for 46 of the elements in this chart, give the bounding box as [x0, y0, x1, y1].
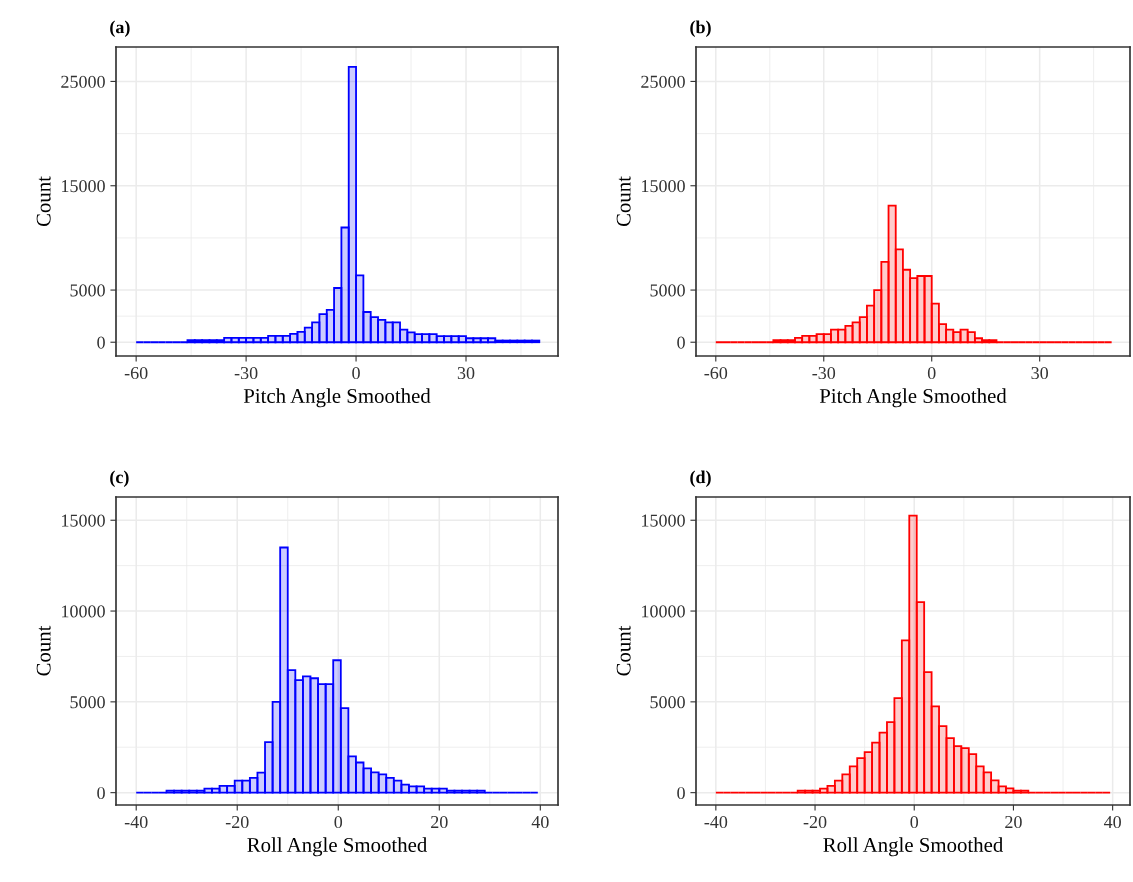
- x-tick-label: 20: [431, 815, 448, 829]
- x-axis-title: Roll Angle Smoothed: [823, 837, 1004, 857]
- x-axis-title: Roll Angle Smoothed: [247, 837, 428, 857]
- x-tick-label: 30: [457, 366, 475, 380]
- x-tick-label: -40: [704, 815, 728, 829]
- x-tick-label: 0: [910, 815, 919, 829]
- y-tick-label: 0: [677, 336, 685, 349]
- y-tick-label: 5000: [70, 284, 105, 297]
- x-tick-label: 40: [1103, 815, 1121, 829]
- y-axis-title: Count: [616, 625, 631, 676]
- x-tick-label: -40: [124, 815, 148, 829]
- x-tick-label: 0: [927, 366, 936, 380]
- chart-title: (b): [690, 20, 711, 37]
- x-tick-label: -20: [225, 815, 249, 829]
- y-tick-label: 15000: [642, 180, 685, 193]
- x-axis-title: Pitch Angle Smoothed: [819, 388, 1007, 408]
- chart-title: (a): [110, 20, 130, 37]
- y-tick-label: 25000: [641, 75, 685, 88]
- x-tick-label: 0: [352, 366, 360, 380]
- y-tick-label: 5000: [650, 696, 685, 709]
- y-tick-label: 0: [97, 336, 105, 349]
- y-tick-label: 5000: [650, 284, 685, 297]
- y-tick-label: 10000: [62, 605, 105, 618]
- y-tick-label: 5000: [70, 696, 105, 709]
- x-tick-label: 0: [334, 815, 343, 829]
- y-tick-label: 15000: [62, 514, 105, 527]
- y-tick-label: 15000: [642, 514, 685, 527]
- x-tick-label: -20: [803, 815, 827, 829]
- x-tick-label: 20: [1005, 815, 1022, 829]
- x-tick-label: 30: [1031, 366, 1049, 380]
- y-axis-title: Count: [616, 176, 631, 227]
- y-tick-label: 0: [677, 786, 685, 800]
- y-tick-label: 15000: [62, 180, 105, 193]
- y-tick-label: 25000: [61, 75, 105, 88]
- y-axis-title: Count: [36, 176, 51, 227]
- x-tick-label: 40: [531, 815, 549, 829]
- x-tick-label: -60: [124, 366, 148, 380]
- x-tick-label: -60: [704, 366, 728, 380]
- y-axis-title: Count: [36, 625, 51, 676]
- x-tick-label: -30: [234, 366, 258, 380]
- x-axis-title: Pitch Angle Smoothed: [243, 388, 431, 408]
- y-tick-label: 10000: [642, 605, 685, 618]
- y-tick-label: 0: [97, 786, 105, 800]
- chart-title: (c): [110, 470, 129, 487]
- x-tick-label: -30: [812, 366, 836, 380]
- chart-title: (d): [690, 470, 711, 487]
